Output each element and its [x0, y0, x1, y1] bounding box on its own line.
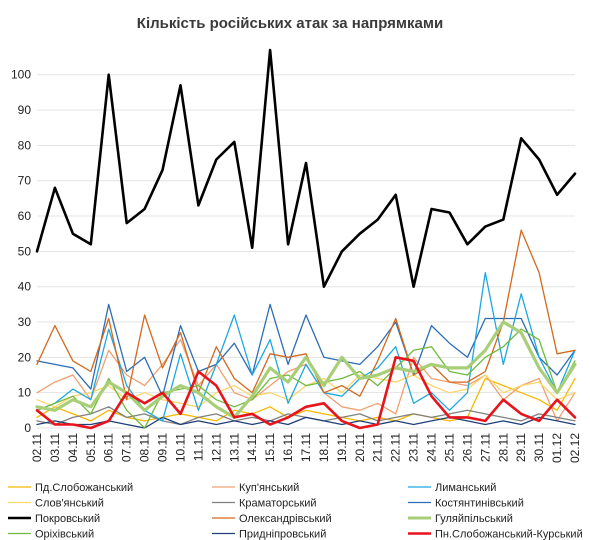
y-tick-label: 90 — [18, 103, 32, 117]
x-tick-label: 23.11 — [407, 433, 421, 462]
series-line — [36, 374, 576, 408]
x-tick-label: 21.11 — [371, 433, 385, 462]
series-line — [35, 48, 577, 289]
legend-label: Придніпровський — [239, 529, 326, 540]
x-tick-label: 19.11 — [335, 433, 349, 462]
y-tick-label: 10 — [18, 386, 32, 400]
legend-label: Лиманський — [435, 482, 496, 494]
x-tick-label: 14.11 — [245, 433, 259, 462]
x-tick-label: 25.11 — [442, 433, 456, 462]
x-tick-label: 29.11 — [514, 433, 528, 462]
legend-label: Куп'янський — [239, 482, 299, 494]
x-tick-label: 30.11 — [532, 433, 546, 462]
x-tick-label: 03.11 — [48, 433, 62, 462]
x-tick-label: 22.11 — [389, 433, 403, 462]
legend-label: Слов'янський — [35, 498, 104, 510]
x-tick-label: 05.11 — [84, 433, 98, 462]
legend-label: Костянтинівський — [435, 498, 524, 510]
x-tick-label: 24.11 — [425, 433, 439, 462]
series-line — [36, 229, 576, 401]
legend-label: Олександрівський — [239, 513, 332, 525]
y-tick-label: 80 — [18, 138, 32, 152]
x-tick-label: 26.11 — [460, 433, 474, 462]
x-tick-label: 17.11 — [299, 433, 313, 462]
y-axis-ticks: 0 10 20 30 40 50 60 70 80 90 100 — [11, 68, 31, 435]
x-tick-label: 07.11 — [120, 433, 134, 462]
x-axis-ticks: 02.11 03.11 04.11 05.11 06.11 07.11 08.11 09.11… — [30, 433, 582, 463]
grid-lines — [37, 74, 575, 429]
y-tick-label: 20 — [18, 350, 32, 364]
legend-label: Краматорський — [239, 498, 317, 510]
legend-label: Гуляйпільський — [435, 513, 513, 525]
x-tick-label: 18.11 — [317, 433, 331, 462]
y-tick-label: 100 — [11, 68, 31, 82]
y-tick-label: 70 — [18, 174, 32, 188]
x-tick-label: 16.11 — [281, 433, 295, 462]
x-tick-label: 11.11 — [191, 433, 205, 462]
x-tick-label: 20.11 — [353, 433, 367, 462]
series-line — [36, 303, 576, 397]
y-tick-label: 60 — [18, 209, 32, 223]
legend-label: Пд.Слобожанський — [35, 482, 133, 494]
y-tick-label: 50 — [18, 244, 32, 258]
x-tick-label: 28.11 — [496, 433, 510, 462]
x-tick-label: 08.11 — [138, 433, 152, 462]
x-tick-label: 12.11 — [209, 433, 223, 462]
x-tick-label: 09.11 — [156, 433, 170, 462]
series-line — [35, 355, 577, 430]
x-tick-label: 01.12 — [550, 433, 564, 463]
legend-label: Пн.Слобожанський-Курський — [435, 529, 583, 540]
legend-label: Покровський — [35, 513, 100, 525]
legend-label: Оріхівський — [35, 529, 94, 540]
x-tick-label: 04.11 — [66, 433, 80, 462]
y-tick-label: 40 — [18, 280, 32, 294]
x-tick-label: 02.12 — [568, 433, 582, 463]
y-tick-label: 30 — [18, 315, 32, 329]
series-line — [36, 271, 576, 422]
x-tick-label: 06.11 — [102, 433, 116, 462]
x-tick-label: 13.11 — [227, 433, 241, 462]
chart-title: Кількість російських атак за напрямками — [137, 15, 443, 32]
y-tick-label: 0 — [24, 421, 31, 435]
legend: Пд.Слобожанський Куп'янський Лиманський Сло… — [8, 482, 583, 540]
x-tick-label: 15.11 — [263, 433, 277, 462]
series-line — [36, 416, 576, 429]
series-line — [36, 328, 576, 429]
x-tick-label: 10.11 — [173, 433, 187, 462]
series-lines — [35, 48, 577, 430]
x-tick-label: 02.11 — [30, 433, 44, 462]
x-tick-label: 27.11 — [478, 433, 492, 462]
